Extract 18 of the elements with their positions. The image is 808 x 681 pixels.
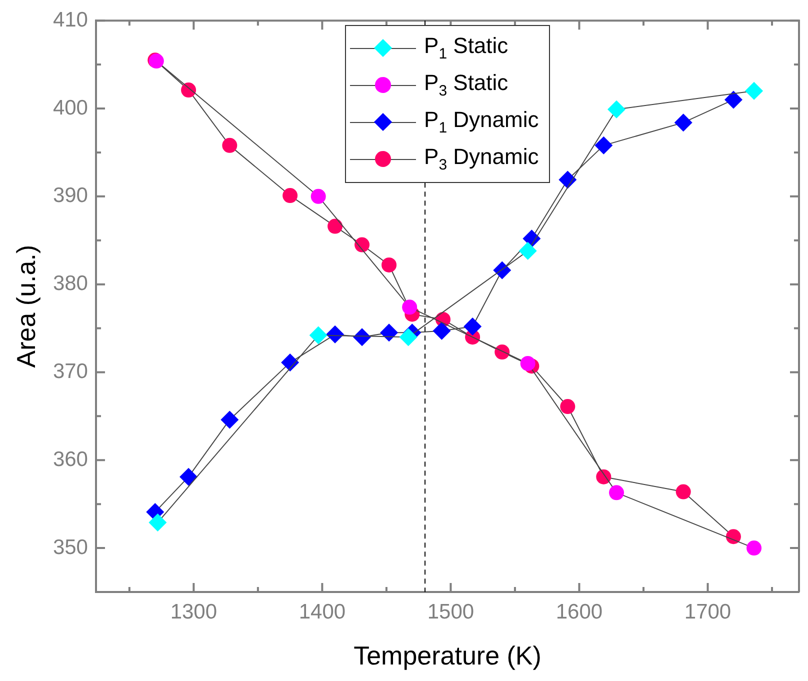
y-tick-label: 400: [52, 96, 88, 120]
legend-label: P$_{3}$ Dynamic: [424, 144, 539, 174]
y-axis-title: Area (u.a.): [10, 244, 41, 368]
y-tick-label: 350: [52, 536, 88, 559]
x-tick-label: 1700: [684, 600, 732, 624]
x-tick-label: 1300: [170, 600, 218, 624]
y-tick-label: 410: [52, 8, 88, 32]
y-tick-label: 360: [52, 448, 88, 471]
y-tick-label: 370: [52, 360, 88, 384]
legend-label: P$_{1}$ Dynamic: [424, 107, 539, 137]
x-tick-label: 1600: [556, 600, 603, 624]
y-tick-label: 390: [52, 184, 88, 208]
x-axis-title: Temperature (K): [354, 640, 542, 671]
x-tick-label: 1400: [298, 600, 346, 624]
y-tick-label: 380: [52, 272, 88, 296]
legend-label: P$_{3}$ Static: [424, 70, 508, 100]
x-tick-label: 1500: [427, 600, 474, 624]
legend-label: P$_{1}$ Static: [424, 33, 508, 63]
